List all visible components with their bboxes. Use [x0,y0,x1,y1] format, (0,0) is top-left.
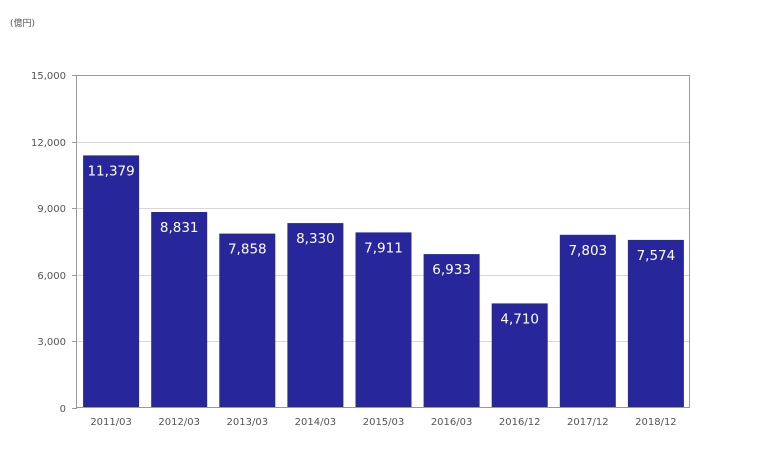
bar [355,232,412,408]
x-tick-label: 2018/12 [635,417,677,428]
data-label: 4,710 [500,311,539,327]
x-tick-label: 2016/03 [431,417,473,428]
y-tick-label: 6,000 [37,271,66,282]
bar [559,234,616,408]
bar [151,212,208,408]
y-unit-label: (億円) [10,17,35,29]
x-tick-label: 2013/03 [227,417,269,428]
x-tick-label: 2015/03 [363,417,405,428]
data-label: 7,803 [568,243,607,259]
bar [627,239,684,408]
bars [83,155,684,408]
y-tick-label: 0 [60,404,66,415]
bar [287,223,344,408]
data-label: 7,574 [637,248,676,264]
data-label: 11,379 [87,163,134,179]
y-tick-label: 9,000 [37,204,66,215]
bar [83,155,140,408]
bar [219,233,276,408]
x-tick-label: 2011/03 [90,417,132,428]
x-tick-label: 2016/12 [499,417,541,428]
x-tick-label: 2017/12 [567,417,609,428]
y-tick-label: 12,000 [31,138,66,149]
y-tick-label: 15,000 [31,71,66,82]
data-labels: 11,379 8,831 7,858 8,330 7,911 6,933 4,710 7,80… [87,163,675,327]
plot-area [76,75,690,408]
data-label: 7,858 [228,242,267,258]
data-label: 8,330 [296,231,335,247]
data-label: 6,933 [432,262,471,278]
x-tick-label: 2014/03 [295,417,337,428]
y-axis-ticks: 0 3,000 6,000 9,000 12,000 15,000 [31,71,77,415]
bar [491,303,548,408]
y-tick-label: 3,000 [37,337,66,348]
data-label: 7,911 [364,240,403,256]
x-tick-label: 2012/03 [158,417,200,428]
x-axis-ticks: 2011/03 2012/03 2013/03 2014/03 2015/03 2016/… [90,417,676,428]
bar [423,254,480,408]
data-label: 8,831 [160,220,199,236]
